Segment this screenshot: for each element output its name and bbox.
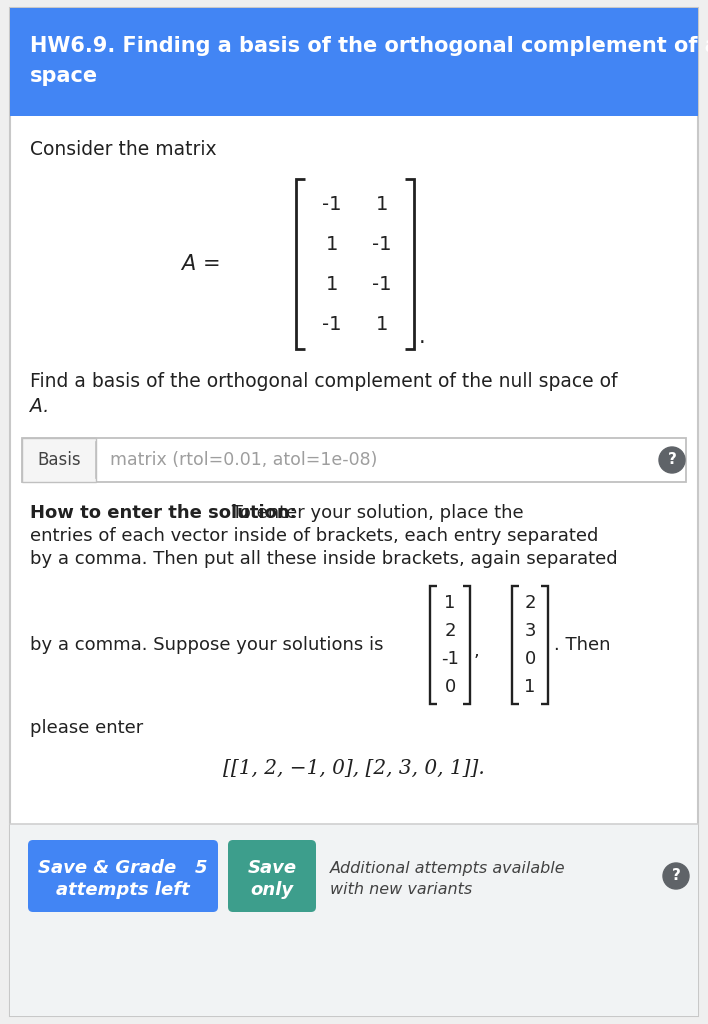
- Text: 3: 3: [524, 622, 536, 640]
- Text: 1: 1: [445, 594, 456, 612]
- Text: To enter your solution, place the: To enter your solution, place the: [226, 504, 524, 522]
- FancyBboxPatch shape: [28, 840, 218, 912]
- Circle shape: [663, 863, 689, 889]
- Text: please enter: please enter: [30, 719, 143, 737]
- Text: -1: -1: [441, 650, 459, 668]
- Text: 1: 1: [525, 678, 536, 696]
- Text: Basis: Basis: [38, 451, 81, 469]
- Text: 0: 0: [445, 678, 456, 696]
- Text: Consider the matrix: Consider the matrix: [30, 140, 217, 159]
- Circle shape: [659, 447, 685, 473]
- Text: . Then: . Then: [554, 636, 610, 654]
- Text: entries of each vector inside of brackets, each entry separated: entries of each vector inside of bracket…: [30, 527, 598, 545]
- Text: $A\,=$: $A\,=$: [180, 254, 220, 274]
- Text: ?: ?: [668, 453, 676, 468]
- Bar: [22, 438, 96, 482]
- Text: -1: -1: [322, 195, 342, 213]
- Text: Find a basis of the orthogonal complement of the null space of: Find a basis of the orthogonal complemen…: [30, 372, 617, 391]
- Text: How to enter the solution:: How to enter the solution:: [30, 504, 297, 522]
- Text: HW6.9. Finding a basis of the orthogonal complement of a null: HW6.9. Finding a basis of the orthogonal…: [30, 36, 708, 56]
- Bar: [10, 8, 698, 116]
- Text: Save: Save: [247, 859, 297, 877]
- FancyBboxPatch shape: [228, 840, 316, 912]
- Text: A.: A.: [30, 397, 50, 416]
- Bar: [10, 824, 698, 1016]
- Text: -1: -1: [372, 274, 392, 294]
- Bar: [22, 438, 686, 482]
- Text: 2: 2: [444, 622, 456, 640]
- Text: -1: -1: [372, 234, 392, 254]
- Text: 1: 1: [326, 234, 338, 254]
- Text: attempts left: attempts left: [56, 881, 190, 899]
- Text: Additional attempts available: Additional attempts available: [330, 860, 566, 876]
- Text: ,: ,: [474, 642, 480, 660]
- Text: by a comma. Then put all these inside brackets, again separated: by a comma. Then put all these inside br…: [30, 550, 617, 568]
- Text: 1: 1: [326, 274, 338, 294]
- Text: ?: ?: [672, 868, 680, 884]
- Text: with new variants: with new variants: [330, 883, 472, 897]
- Text: by a comma. Suppose your solutions is: by a comma. Suppose your solutions is: [30, 636, 384, 654]
- Text: space: space: [30, 66, 98, 86]
- Text: 0: 0: [525, 650, 536, 668]
- Text: -1: -1: [322, 314, 342, 334]
- Text: 2: 2: [524, 594, 536, 612]
- Text: only: only: [251, 881, 294, 899]
- Text: [[1, 2, −1, 0], [2, 3, 0, 1]].: [[1, 2, −1, 0], [2, 3, 0, 1]].: [223, 759, 485, 778]
- Text: 1: 1: [376, 314, 388, 334]
- Text: matrix (rtol=0.01, atol=1e-08): matrix (rtol=0.01, atol=1e-08): [110, 451, 377, 469]
- Text: Save & Grade   5: Save & Grade 5: [38, 859, 207, 877]
- Text: 1: 1: [376, 195, 388, 213]
- Text: .: .: [419, 327, 426, 347]
